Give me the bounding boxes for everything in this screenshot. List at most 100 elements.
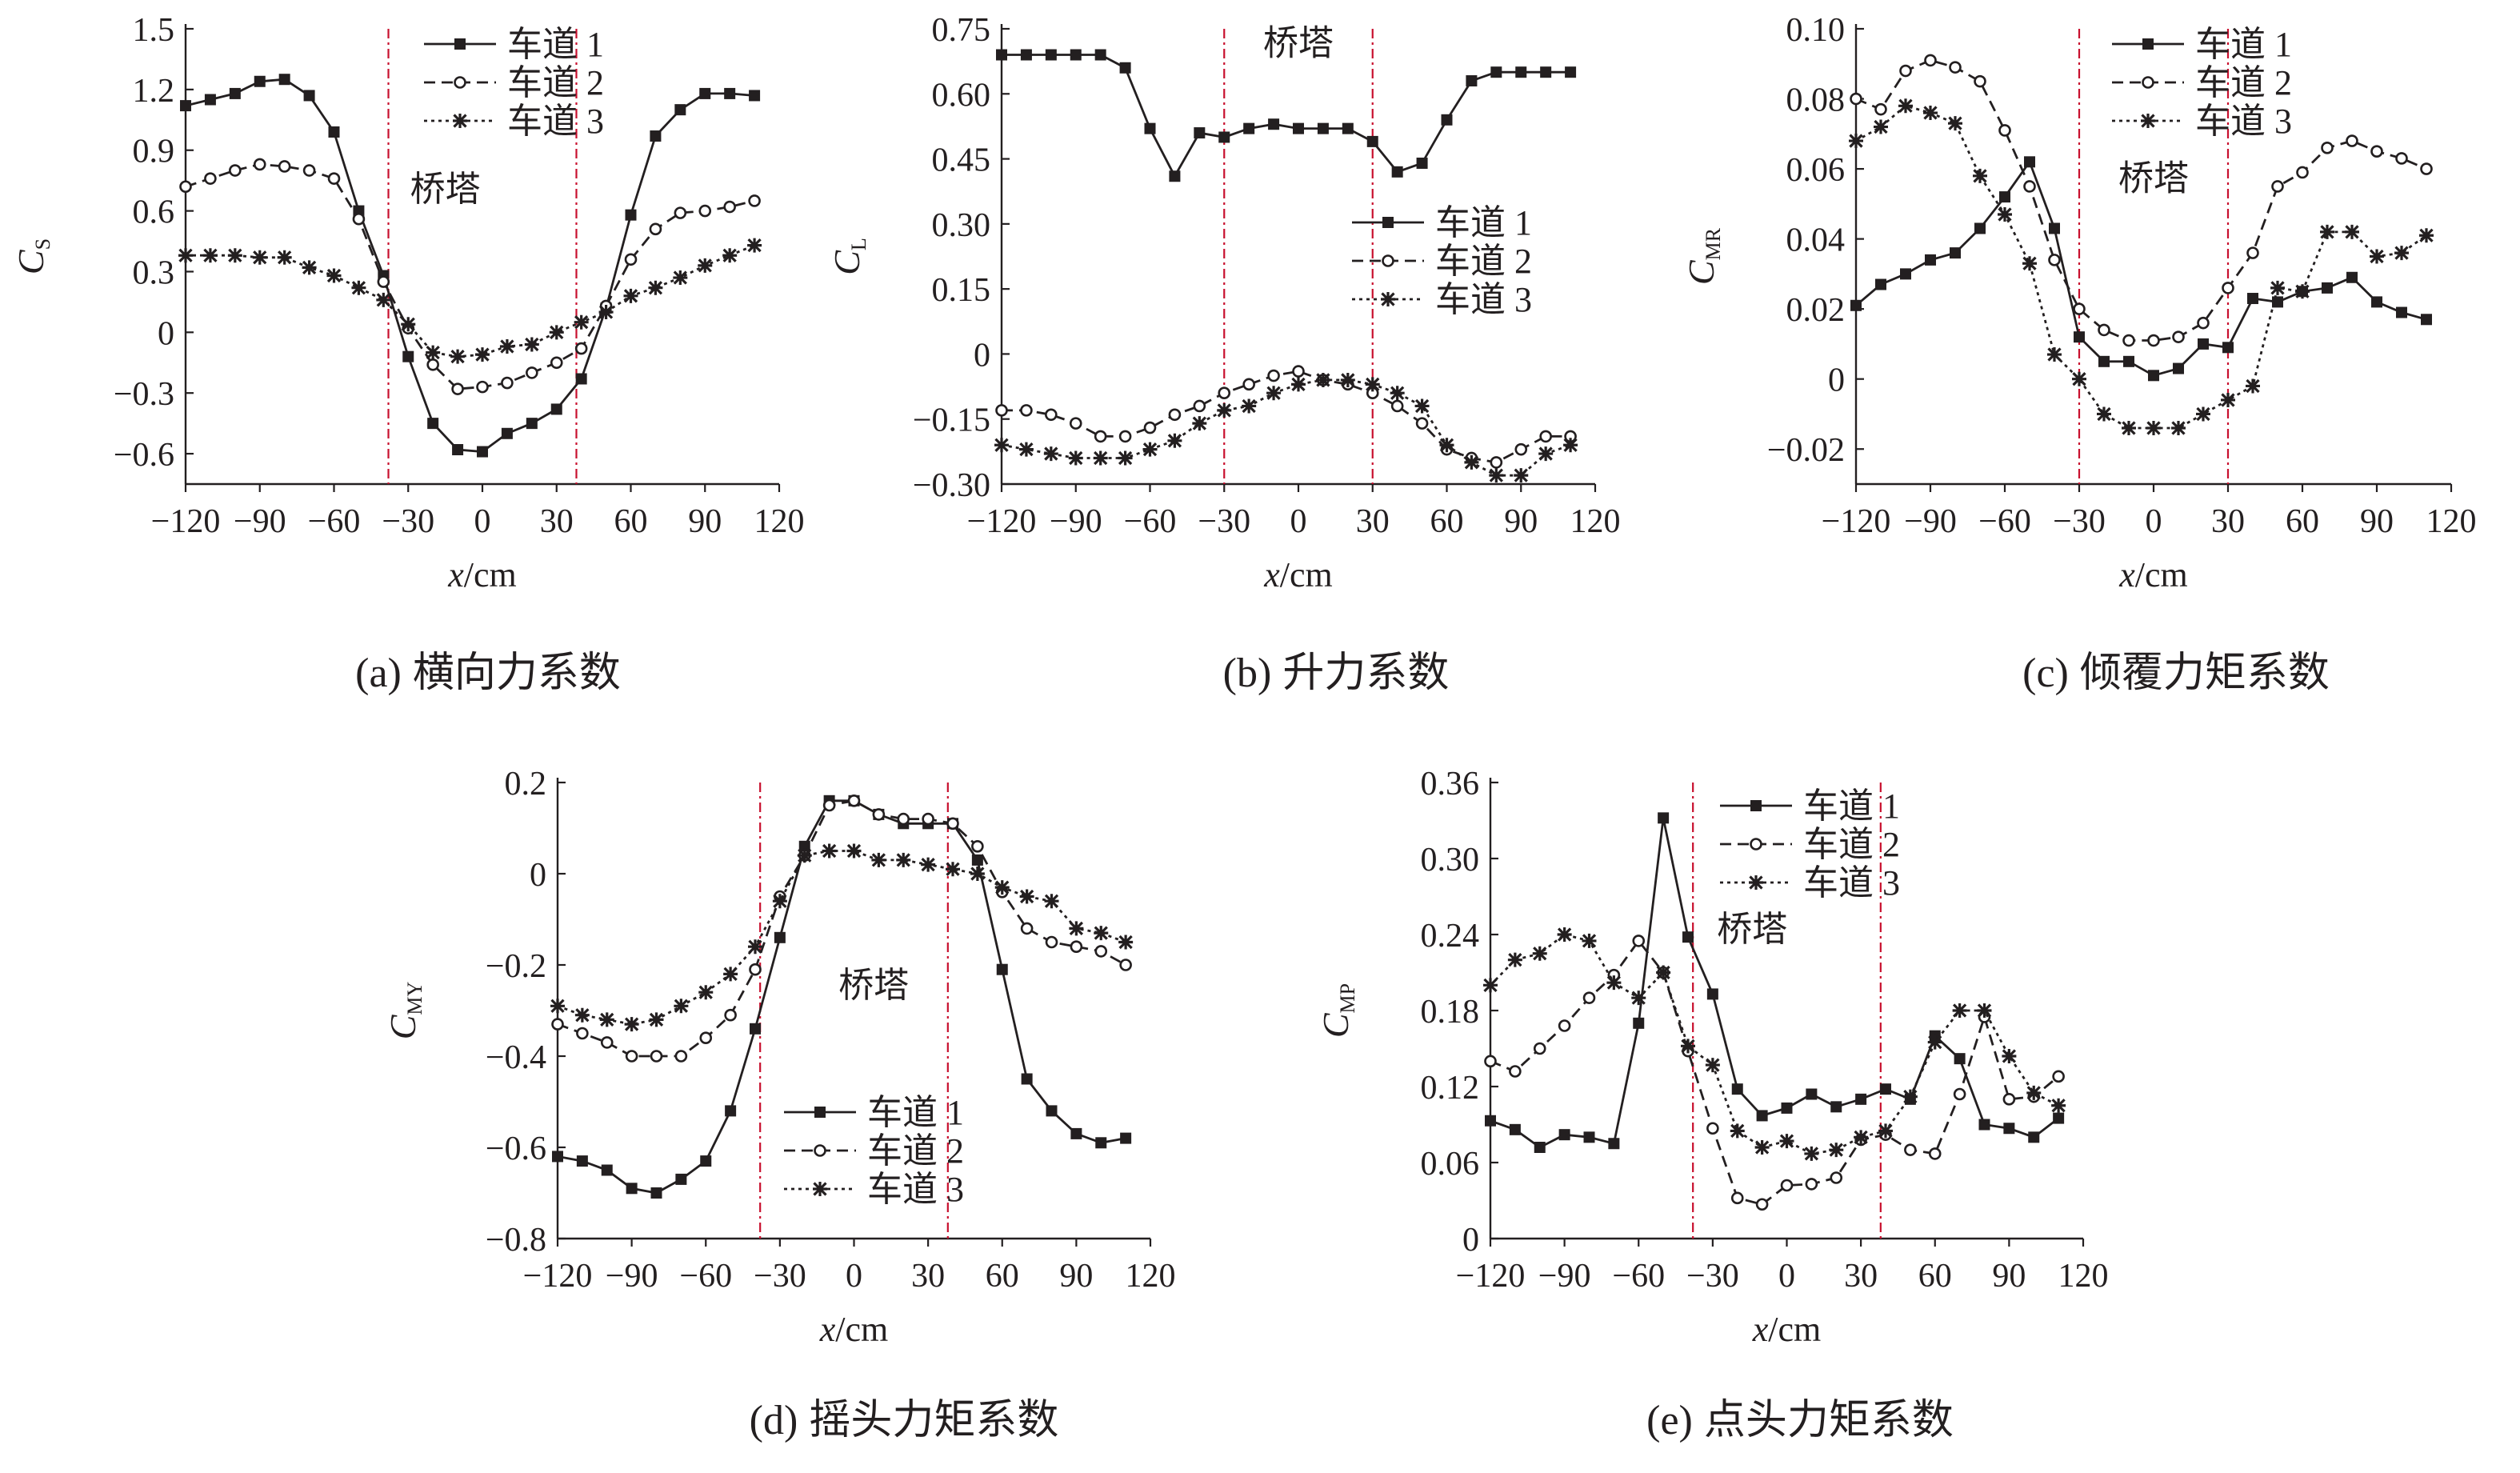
data-point-lane-1 — [996, 49, 1007, 61]
data-point-lane-3 — [450, 349, 466, 364]
panel-d: −0.8 −0.6 −0.4 −0.2 0 0.2 −120 −90 −60 −30 0 30 60 90… — [382, 766, 1176, 1443]
data-point-lane-1 — [1682, 931, 1694, 943]
y-tick-label: 0.45 — [932, 142, 991, 179]
data-point-lane-3 — [1874, 119, 1888, 134]
y-tick-label: 0.04 — [1786, 222, 1846, 259]
data-point-lane-1 — [1608, 1138, 1620, 1150]
y-axis-title-subscript: L — [847, 238, 870, 250]
data-point-lane-2 — [1168, 408, 1182, 422]
legend-marker-lane-2 — [1382, 254, 1394, 267]
data-point-lane-3 — [1681, 1039, 1695, 1054]
y-axis-title: CS — [10, 238, 54, 274]
data-point-lane-1 — [1070, 49, 1082, 61]
tower-label: 桥塔 — [410, 170, 481, 209]
x-tick-label: −120 — [523, 1258, 593, 1295]
data-point-lane-3 — [748, 939, 762, 955]
caption-letter: (c) — [2022, 650, 2069, 696]
data-point-lane-3 — [1464, 454, 1479, 470]
data-point-lane-1 — [552, 1151, 563, 1163]
data-point-lane-2 — [2023, 180, 2036, 193]
data-point-lane-1 — [2371, 296, 2382, 308]
legend-marker-lane-1 — [1750, 800, 1762, 811]
data-point-lane-2 — [749, 963, 762, 976]
series-1-lane-1 — [1485, 812, 2065, 1153]
data-point-lane-2 — [229, 164, 242, 177]
y-tick-label: −0.8 — [486, 1222, 546, 1259]
data-point-lane-1 — [1950, 247, 1961, 259]
data-point-lane-3 — [698, 258, 713, 273]
data-point-lane-3 — [1242, 398, 1257, 414]
data-point-lane-2 — [1242, 378, 1255, 391]
data-point-lane-3 — [970, 867, 985, 881]
y-tick-label: 0.2 — [505, 766, 547, 803]
data-point-lane-2 — [1830, 1171, 1843, 1184]
data-point-lane-1 — [996, 963, 1008, 975]
data-point-lane-2 — [1632, 935, 1646, 947]
data-point-lane-3 — [227, 248, 242, 263]
x-axis-title: x/cm — [2118, 555, 2188, 594]
y-axis-title-subscript: MP — [1336, 983, 1359, 1014]
data-point-lane-2 — [204, 172, 217, 185]
data-point-lane-1 — [2003, 1123, 2015, 1135]
data-point-lane-1 — [650, 1187, 662, 1199]
data-point-lane-2 — [1755, 1198, 1769, 1211]
data-point-lane-1 — [674, 104, 686, 116]
data-point-lane-1 — [1317, 122, 1329, 134]
series-3-lane-3 — [994, 372, 1578, 483]
data-point-lane-3 — [1043, 446, 1058, 462]
legend-label-lane-1: 车道 1 — [2195, 25, 2292, 64]
data-point-lane-1 — [452, 444, 464, 456]
data-point-lane-3 — [475, 347, 490, 362]
x-tick-label: 90 — [1059, 1258, 1093, 1295]
data-point-lane-2 — [1974, 74, 1986, 88]
x-tick-label: 0 — [474, 503, 491, 540]
data-point-lane-1 — [2346, 271, 2358, 283]
y-axis-title-main: C — [1681, 259, 1722, 285]
data-point-lane-3 — [1948, 116, 1962, 131]
x-tick-label: −30 — [1686, 1258, 1739, 1295]
data-point-lane-3 — [1849, 134, 1863, 149]
x-tick-label: 90 — [688, 503, 722, 540]
legend: 车道 1车道 2车道 3 — [1720, 787, 1900, 903]
data-point-lane-1 — [1490, 66, 1502, 78]
x-axis-title-unit: /cm — [1768, 1310, 1821, 1349]
data-point-lane-1 — [1534, 1142, 1546, 1153]
legend-marker-lane-1 — [814, 1107, 826, 1118]
legend-label-lane-2: 车道 2 — [2195, 63, 2292, 102]
data-point-lane-1 — [1850, 299, 1862, 311]
data-point-lane-1 — [1120, 1132, 1132, 1144]
x-tick-label: −60 — [1612, 1258, 1665, 1295]
data-point-lane-1 — [1509, 1123, 1521, 1135]
data-point-lane-3 — [2270, 280, 2285, 295]
data-point-lane-1 — [1706, 988, 1718, 1000]
y-axis-title-subscript: MR — [1702, 227, 1725, 260]
data-point-lane-3 — [277, 250, 292, 265]
data-point-lane-1 — [1756, 1110, 1768, 1122]
data-point-lane-1 — [1880, 1083, 1891, 1095]
data-point-lane-3 — [1315, 372, 1330, 387]
data-point-lane-3 — [1483, 978, 1498, 993]
data-point-lane-3 — [1656, 965, 1671, 980]
data-point-lane-3 — [1514, 468, 1529, 483]
x-tick-label: −120 — [1822, 503, 1891, 540]
x-axis-title-variable: x — [2118, 555, 2135, 594]
x-tick-label: 0 — [1290, 503, 1307, 540]
x-tick-label: −60 — [308, 503, 361, 540]
legend-marker-lane-1 — [2142, 38, 2154, 50]
data-point-lane-1 — [1095, 1137, 1107, 1149]
legend-marker-lane-2 — [1750, 838, 1762, 851]
y-tick-label: 0.15 — [932, 272, 991, 309]
data-point-lane-3 — [1854, 1130, 1869, 1145]
data-point-lane-3 — [1118, 935, 1134, 950]
legend: 车道 1车道 2车道 3 — [424, 25, 604, 141]
data-point-lane-3 — [1142, 442, 1158, 457]
data-point-lane-3 — [1878, 1123, 1893, 1139]
data-point-lane-3 — [994, 880, 1010, 895]
data-point-lane-1 — [501, 427, 513, 439]
panel-caption-d: (d) 摇头力矩系数 — [750, 1398, 1059, 1443]
data-point-lane-3 — [2345, 224, 2359, 239]
data-point-lane-3 — [524, 337, 539, 352]
x-axis-title-unit: /cm — [835, 1310, 888, 1349]
caption-text: 点头力矩系数 — [1704, 1398, 1954, 1443]
data-point-lane-3 — [302, 260, 317, 275]
